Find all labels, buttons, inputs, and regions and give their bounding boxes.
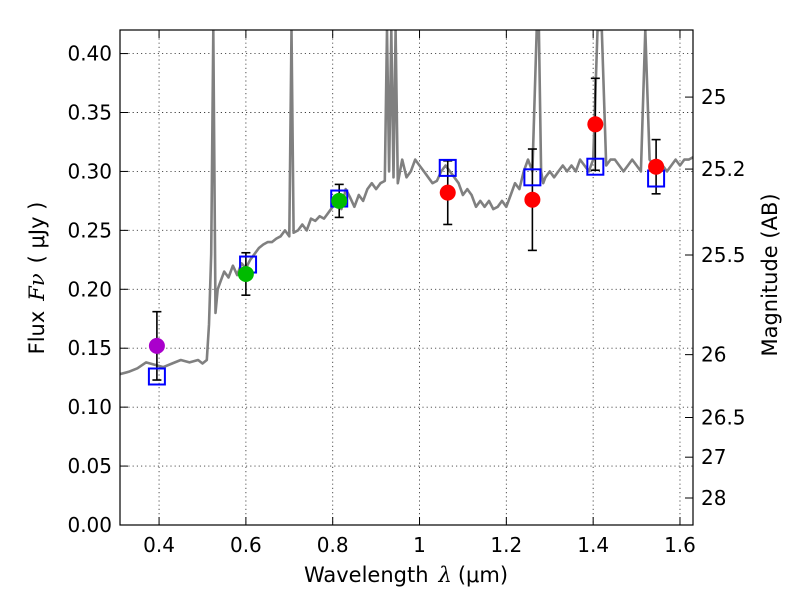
observed-point-marker <box>148 337 165 354</box>
magnitude-axis: 25 25.2 25.5 26 26.5 27 28 <box>685 85 746 510</box>
observed-point-marker <box>237 265 254 282</box>
y-tick-label: 0.05 <box>67 454 112 478</box>
y-tick-label: 0.25 <box>67 218 112 242</box>
plot-frame <box>119 29 694 526</box>
x-tick-label: 1.6 <box>664 533 696 557</box>
observed-markers <box>148 116 665 354</box>
model-square-marker <box>586 157 605 176</box>
magnitude-axis-title: Magnitude (AB) <box>758 193 782 356</box>
magnitude-tick-label: 25 <box>701 85 726 109</box>
y-tick-label: 0.00 <box>67 513 112 537</box>
x-tick-label: 1.2 <box>490 533 522 557</box>
model-square-marker <box>523 168 542 187</box>
grid <box>120 30 693 526</box>
model-markers <box>147 157 666 386</box>
x-axis-title: Wavelength λ (μm) <box>304 563 508 587</box>
model-square-marker <box>147 367 166 386</box>
y-tick-label: 0.30 <box>67 159 112 183</box>
magnitude-tick-label: 27 <box>701 445 726 469</box>
model-square-marker <box>438 158 457 177</box>
observed-point-marker <box>524 191 541 208</box>
y-tick-label: 0.15 <box>67 336 112 360</box>
plot-area <box>120 30 693 386</box>
observed-point-marker <box>439 184 456 201</box>
x-tick-label: 1 <box>413 533 426 557</box>
magnitude-tick-label: 26 <box>701 343 726 367</box>
magnitude-tick-label: 26.5 <box>701 406 746 430</box>
observed-point-marker <box>331 192 348 209</box>
y-axis-title: FluxFν( μJy ) <box>25 202 49 355</box>
x-tick-label: 1.4 <box>577 533 609 557</box>
observed-point-marker <box>648 158 665 175</box>
y-tick-label: 0.20 <box>67 277 112 301</box>
magnitude-tick-label: 28 <box>701 486 726 510</box>
y-tick-label: 0.40 <box>67 42 112 66</box>
x-axis: 0.4 0.6 0.8 1 1.2 1.4 1.6 <box>143 30 696 557</box>
x-tick-label: 0.6 <box>230 533 262 557</box>
observed-point-marker <box>587 116 604 133</box>
x-tick-label: 0.8 <box>317 533 349 557</box>
y-tick-label: 0.35 <box>67 101 112 125</box>
y-tick-label: 0.10 <box>67 395 112 419</box>
magnitude-tick-label: 25.2 <box>701 157 746 181</box>
magnitude-tick-label: 25.5 <box>701 243 746 267</box>
error-bars <box>152 77 661 381</box>
spectrum-line <box>120 30 693 376</box>
y-axis: 0.00 0.05 0.10 0.15 0.20 0.25 0.30 0.35 0.40 <box>67 42 128 537</box>
x-tick-label: 0.4 <box>143 533 175 557</box>
